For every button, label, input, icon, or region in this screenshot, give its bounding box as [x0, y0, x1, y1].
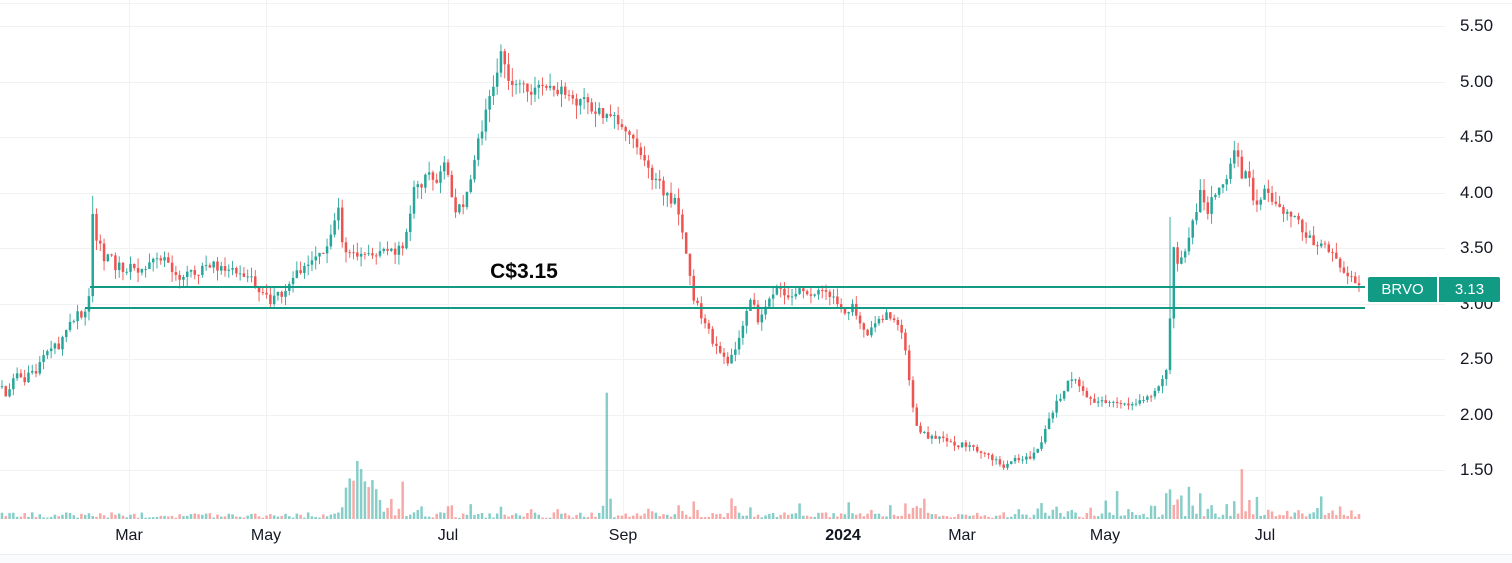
time-axis-label: Sep	[608, 527, 638, 544]
price-axis-label: 1.50	[1459, 460, 1494, 479]
time-axis-label: Jul	[1254, 527, 1276, 544]
time-axis-label: Mar	[948, 527, 976, 544]
time-axis-label: Mar	[115, 527, 143, 544]
price-axis-label: 5.00	[1459, 71, 1494, 91]
support-lines[interactable]	[85, 286, 1365, 309]
last-price-badge: BRVO 3.13	[1368, 277, 1500, 302]
price-axis-label: 4.50	[1459, 127, 1494, 146]
time-axis-label: 2024	[825, 527, 861, 544]
top-divider	[0, 3, 1512, 4]
ticker-label: BRVO	[1368, 277, 1437, 302]
candlesticks	[0, 44, 1361, 470]
time-axis-label: Jul	[437, 527, 459, 544]
time-axis[interactable]: Mar May Jul Sep 2024 Mar May Jul	[0, 519, 1445, 554]
volume-bars	[0, 392, 1361, 519]
price-axis-label: 5.50	[1459, 16, 1494, 35]
price-annotation[interactable]: C$3.15	[490, 260, 558, 283]
price-axis-label: 3.50	[1459, 238, 1494, 257]
price-axis-label: 2.00	[1459, 404, 1494, 424]
time-axis-label: May	[250, 527, 282, 544]
price-axis-label: 2.50	[1459, 349, 1494, 368]
gridlines	[0, 0, 1445, 519]
price-axis[interactable]: 5.50 5.00 4.50 4.00 3.50 3.00 2.50 2.00 1.50	[1445, 0, 1512, 554]
bottom-strip	[0, 554, 1512, 563]
price-axis-label: 4.00	[1459, 182, 1494, 202]
last-price-value: 3.13	[1437, 277, 1500, 302]
time-axis-label: May	[1089, 527, 1121, 544]
